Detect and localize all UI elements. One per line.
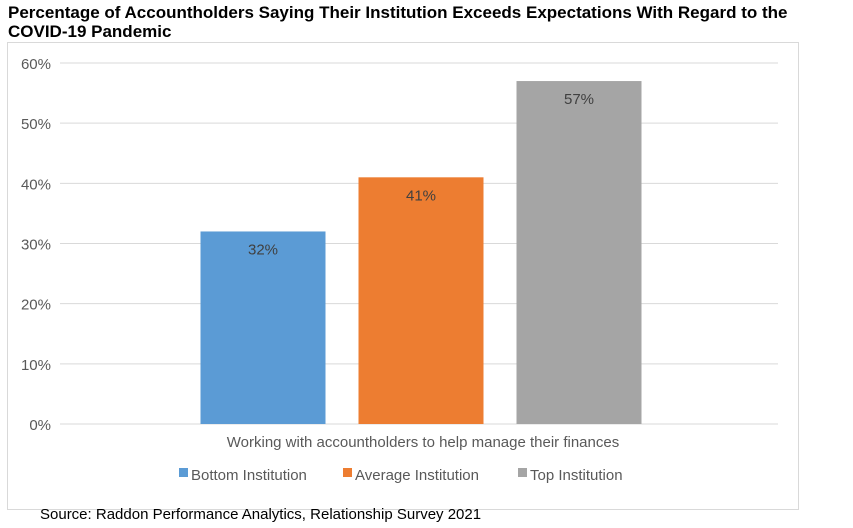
legend-label: Average Institution [355,467,479,484]
y-tick-label: 20% [21,297,51,314]
legend-label: Top Institution [530,467,623,484]
data-label: 41% [406,187,436,204]
data-label: 32% [248,241,278,258]
legend-swatch [179,468,188,477]
bar-top-institution [516,81,642,425]
data-label: 57% [564,91,594,108]
y-tick-label: 60% [21,56,51,73]
y-tick-label: 50% [21,116,51,133]
legend-swatch [343,468,352,477]
x-category-label: Working with accountholders to help mana… [227,434,619,451]
legend-label: Bottom Institution [191,467,307,484]
source-note: Source: Raddon Performance Analytics, Re… [40,506,482,523]
y-tick-label: 10% [21,357,51,374]
y-tick-label: 0% [29,417,51,434]
legend-swatch [518,468,527,477]
bar-average-institution [358,177,484,424]
bar-bottom-institution [200,231,326,424]
y-tick-label: 40% [21,176,51,193]
chart-title: Percentage of Accountholders Saying Thei… [8,3,788,41]
y-tick-label: 30% [21,237,51,254]
